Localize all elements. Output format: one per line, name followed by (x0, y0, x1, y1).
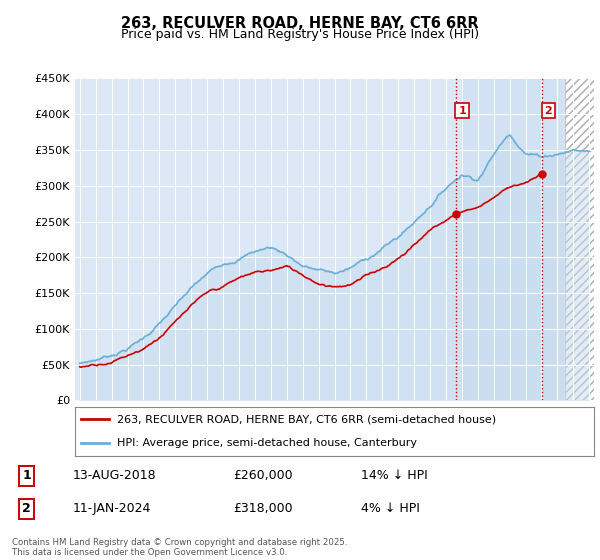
Text: 263, RECULVER ROAD, HERNE BAY, CT6 6RR: 263, RECULVER ROAD, HERNE BAY, CT6 6RR (121, 16, 479, 31)
Text: 14% ↓ HPI: 14% ↓ HPI (361, 469, 428, 482)
Text: 2: 2 (544, 106, 552, 115)
Text: Price paid vs. HM Land Registry's House Price Index (HPI): Price paid vs. HM Land Registry's House … (121, 28, 479, 41)
Bar (565, 78, 597, 400)
Text: Contains HM Land Registry data © Crown copyright and database right 2025.
This d: Contains HM Land Registry data © Crown c… (12, 538, 347, 557)
Text: 263, RECULVER ROAD, HERNE BAY, CT6 6RR (semi-detached house): 263, RECULVER ROAD, HERNE BAY, CT6 6RR (… (116, 414, 496, 424)
Text: 1: 1 (22, 469, 31, 482)
Bar (565, 78, 597, 400)
Text: HPI: Average price, semi-detached house, Canterbury: HPI: Average price, semi-detached house,… (116, 437, 416, 447)
Text: 11-JAN-2024: 11-JAN-2024 (73, 502, 151, 515)
Bar (462, 78, 565, 400)
Text: £260,000: £260,000 (233, 469, 293, 482)
Text: 2: 2 (22, 502, 31, 515)
Text: £318,000: £318,000 (233, 502, 293, 515)
Text: 4% ↓ HPI: 4% ↓ HPI (361, 502, 420, 515)
Text: 1: 1 (458, 106, 466, 115)
Text: 13-AUG-2018: 13-AUG-2018 (73, 469, 157, 482)
